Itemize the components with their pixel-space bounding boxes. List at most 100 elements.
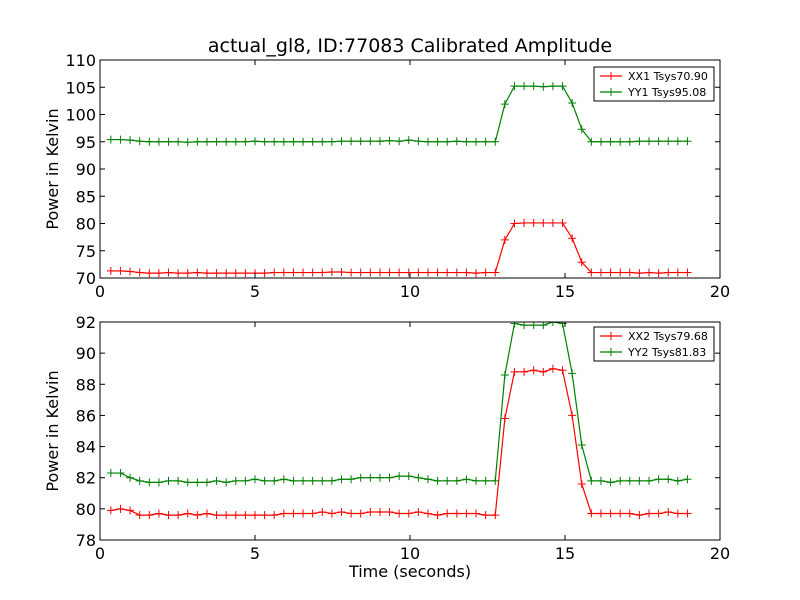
data-point [260,137,269,146]
data-point [212,137,221,146]
data-point [279,475,288,484]
x-tick-label: 10 [400,282,420,301]
data-point [260,476,269,485]
data-point [462,509,471,518]
data-point [183,138,192,147]
data-point [260,511,269,520]
data-point [308,268,317,277]
y-tick-label: 84 [76,438,96,457]
data-point [414,268,423,277]
data-point [452,137,461,146]
legend-label-1: XX1 Tsys70.90 [628,70,708,83]
data-point [318,137,327,146]
y-axis-label: Power in Kelvin [43,108,62,229]
data-point [404,472,413,481]
data-point [635,269,644,278]
data-point [145,478,154,487]
data-point [452,476,461,485]
data-point [241,511,250,520]
data-point [510,82,519,91]
data-point [193,137,202,146]
data-point [683,509,692,518]
data-point [299,509,308,518]
data-point [347,268,356,277]
data-point [423,509,432,518]
data-point [596,137,605,146]
data-point [548,322,557,326]
data-point [202,269,211,278]
data-point [375,137,384,146]
data-point [318,476,327,485]
data-point [154,509,163,518]
data-point [587,476,596,485]
data-point [366,137,375,146]
data-point [202,478,211,487]
legend-marker-1 [607,72,615,80]
data-point [174,269,183,278]
data-point [135,268,144,277]
data-point [270,476,279,485]
data-point [126,136,135,145]
data-point [625,137,634,146]
data-point [673,268,682,277]
data-point [164,511,173,520]
data-point [577,479,586,488]
data-point [635,476,644,485]
data-point [116,469,125,478]
data-point [231,511,240,520]
data-point [683,268,692,277]
y-tick-label: 86 [76,406,96,425]
x-tick-label: 5 [250,544,260,563]
data-point [126,473,135,482]
data-point [154,478,163,487]
data-point [616,268,625,277]
data-point [145,511,154,520]
data-point [423,475,432,484]
data-point [664,475,673,484]
data-point [126,267,135,276]
data-point [443,476,452,485]
x-tick-label: 0 [95,282,105,301]
data-point [500,414,509,423]
data-point [356,268,365,277]
data-point [202,137,211,146]
data-point [404,509,413,518]
data-point [472,509,481,518]
data-point [452,268,461,277]
data-point [202,509,211,518]
data-point [126,506,135,515]
data-point [308,476,317,485]
data-point [404,136,413,145]
y-tick-label: 90 [76,344,96,363]
data-point [616,137,625,146]
data-point [472,476,481,485]
data-point [481,268,490,277]
data-point [481,137,490,146]
data-point [116,504,125,513]
data-point [548,218,557,227]
data-point [683,475,692,484]
data-point [375,268,384,277]
data-point [174,476,183,485]
data-point [577,125,586,134]
data-point [568,411,577,420]
data-point [625,476,634,485]
legend-label-2: YY1 Tsys95.08 [627,86,706,99]
data-point [251,511,259,520]
data-point [414,507,423,516]
data-point [270,137,279,146]
data-point [673,509,682,518]
data-point [529,82,538,91]
data-point [423,268,432,277]
data-point [183,269,192,278]
x-tick-label: 20 [710,282,730,301]
data-point [433,511,442,520]
data-point [625,268,634,277]
data-point [443,268,452,277]
legend-box [593,326,715,362]
data-point [385,473,394,482]
data-point [395,472,404,481]
data-point [241,137,250,146]
data-point [174,137,183,146]
